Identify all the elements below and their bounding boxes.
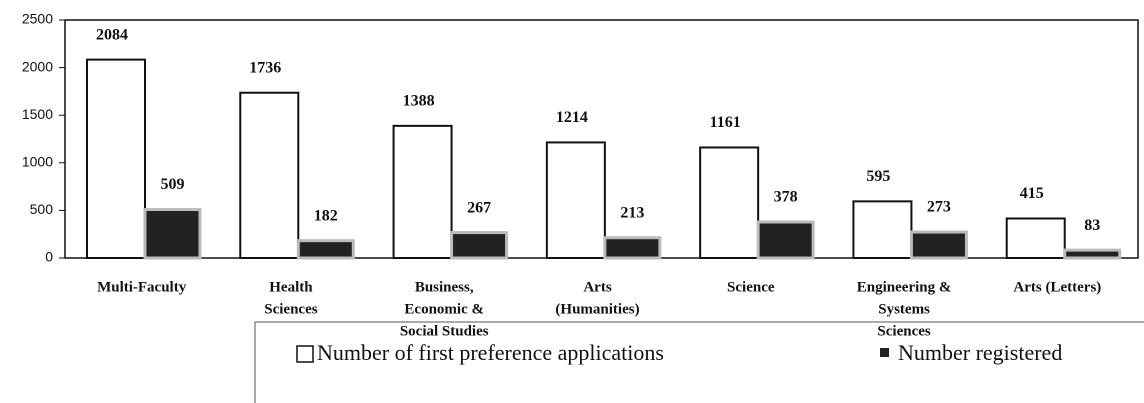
value-label: 1161 <box>710 114 741 131</box>
bar <box>86 58 146 260</box>
value-label: 595 <box>866 168 890 185</box>
bar <box>392 124 453 259</box>
value-label: 1736 <box>249 59 281 76</box>
bar <box>296 239 355 260</box>
x-tick-label: Business, <box>415 279 474 295</box>
y-tick-label: 0 <box>45 249 53 265</box>
value-label: 273 <box>927 199 951 216</box>
x-tick-label: Systems <box>878 301 930 317</box>
value-label: 213 <box>620 204 644 221</box>
x-tick-label: Engineering & <box>857 279 952 295</box>
legend-swatch <box>880 348 889 357</box>
bar <box>756 220 815 260</box>
y-tick-label: 2500 <box>22 11 53 27</box>
x-tick-label: Multi-Faculty <box>97 279 187 295</box>
y-tick-label: 500 <box>30 201 54 217</box>
legend-label: Number registered <box>898 340 1062 365</box>
bar <box>1005 217 1066 260</box>
x-tick-label: Arts (Letters) <box>1013 279 1101 295</box>
y-tick-label: 1000 <box>22 154 53 170</box>
value-label: 509 <box>161 176 185 193</box>
legend-box <box>254 321 1144 403</box>
x-tick-label: Sciences <box>264 301 317 317</box>
bar <box>1063 248 1122 260</box>
bar <box>852 200 913 260</box>
bar <box>699 146 760 259</box>
value-label: 182 <box>314 207 338 224</box>
bar <box>239 91 300 259</box>
legend-label: Number of first preference applications <box>317 340 664 365</box>
bar <box>603 236 662 260</box>
x-tick-label: Economic & <box>404 301 484 317</box>
x-tick-label: Social Studies <box>400 323 489 339</box>
value-label: 415 <box>1020 185 1044 202</box>
y-tick-label: 2000 <box>22 58 53 74</box>
value-label: 267 <box>467 199 491 216</box>
value-label: 83 <box>1084 217 1100 234</box>
x-tick-label: Arts <box>583 279 611 295</box>
x-tick-label: (Humanities) <box>555 301 639 317</box>
x-tick-label: Sciences <box>877 323 930 339</box>
bar <box>450 231 509 260</box>
value-label: 2084 <box>96 26 128 43</box>
x-tick-label: Science <box>727 279 775 295</box>
value-label: 1388 <box>403 93 435 110</box>
y-tick-label: 1500 <box>22 106 53 122</box>
bar <box>143 208 202 260</box>
bar <box>909 230 968 260</box>
x-tick-label: Health <box>269 279 313 295</box>
value-label: 378 <box>774 189 798 206</box>
legend-swatch <box>296 345 314 363</box>
value-label: 1214 <box>556 109 588 126</box>
bar <box>545 141 606 259</box>
